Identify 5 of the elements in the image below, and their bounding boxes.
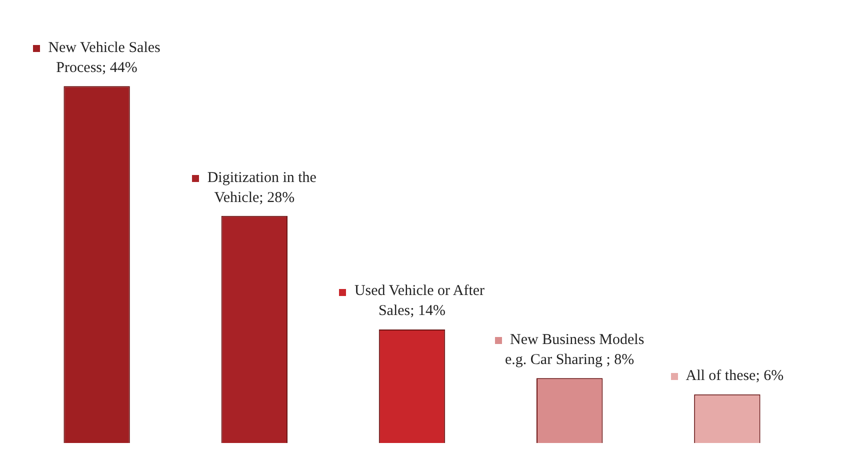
data-label: All of these; 6% [684, 367, 785, 386]
data-label: New Business Models e.g. Car Sharing ; 8% [504, 331, 646, 370]
data-label: New Vehicle Sales Process; 44% [47, 39, 162, 78]
data-label: Used Vehicle or After Sales; 14% [353, 282, 486, 322]
data-label: Digitization in the Vehicle; 28% [206, 168, 318, 208]
